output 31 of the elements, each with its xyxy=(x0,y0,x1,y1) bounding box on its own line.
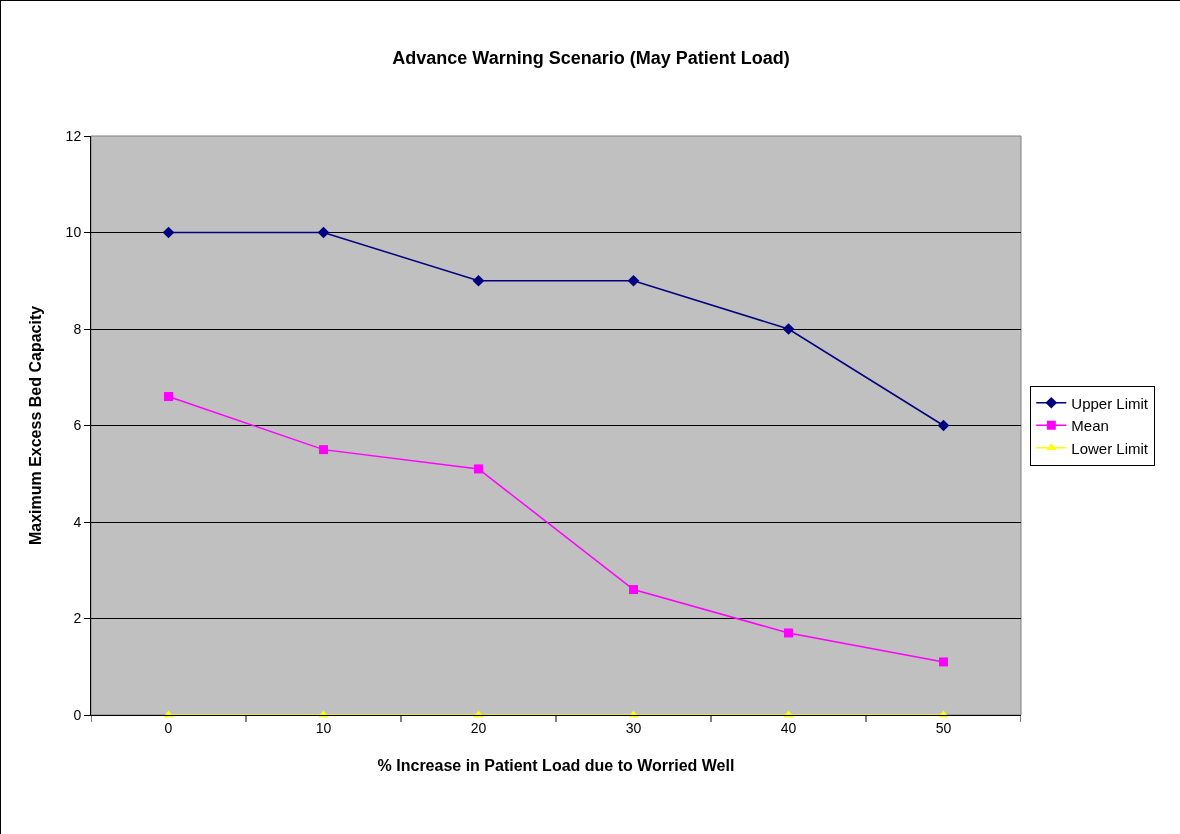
point xyxy=(317,226,330,239)
legend-label: Lower Limit xyxy=(1071,439,1149,457)
point xyxy=(319,445,328,455)
x-tick-label: 20 xyxy=(470,719,487,736)
y-tick-label: 8 xyxy=(73,320,82,337)
x-tick-label: 50 xyxy=(935,719,952,736)
point xyxy=(472,274,485,287)
y-tick-label: 12 xyxy=(65,127,82,144)
point xyxy=(782,323,795,335)
point xyxy=(939,657,948,667)
x-tick-label: 0 xyxy=(164,719,173,736)
point xyxy=(164,392,173,402)
x-axis-title: % Increase in Patient Load due to Worried Well xyxy=(377,757,735,775)
legend-label: Mean xyxy=(1071,417,1109,435)
point xyxy=(162,226,175,239)
x-tick-label: 30 xyxy=(625,719,642,736)
y-tick-label: 4 xyxy=(73,513,82,530)
legend-label: Upper Limit xyxy=(1071,394,1149,412)
point xyxy=(627,274,640,287)
y-tick-label: 6 xyxy=(73,417,82,434)
point xyxy=(937,419,950,432)
y-tick-label: 10 xyxy=(65,224,82,241)
x-tick-label: 40 xyxy=(780,719,797,736)
y-tick-label: 0 xyxy=(73,706,82,723)
y-tick-label: 2 xyxy=(73,610,82,627)
point xyxy=(629,585,638,595)
chart-title: Advance Warning Scenario (May Patient Load) xyxy=(392,47,790,68)
x-tick-label: 10 xyxy=(315,719,332,736)
point xyxy=(474,464,483,474)
y-axis-title: Maximum Excess Bed Capacity xyxy=(26,305,44,546)
point xyxy=(784,628,793,638)
